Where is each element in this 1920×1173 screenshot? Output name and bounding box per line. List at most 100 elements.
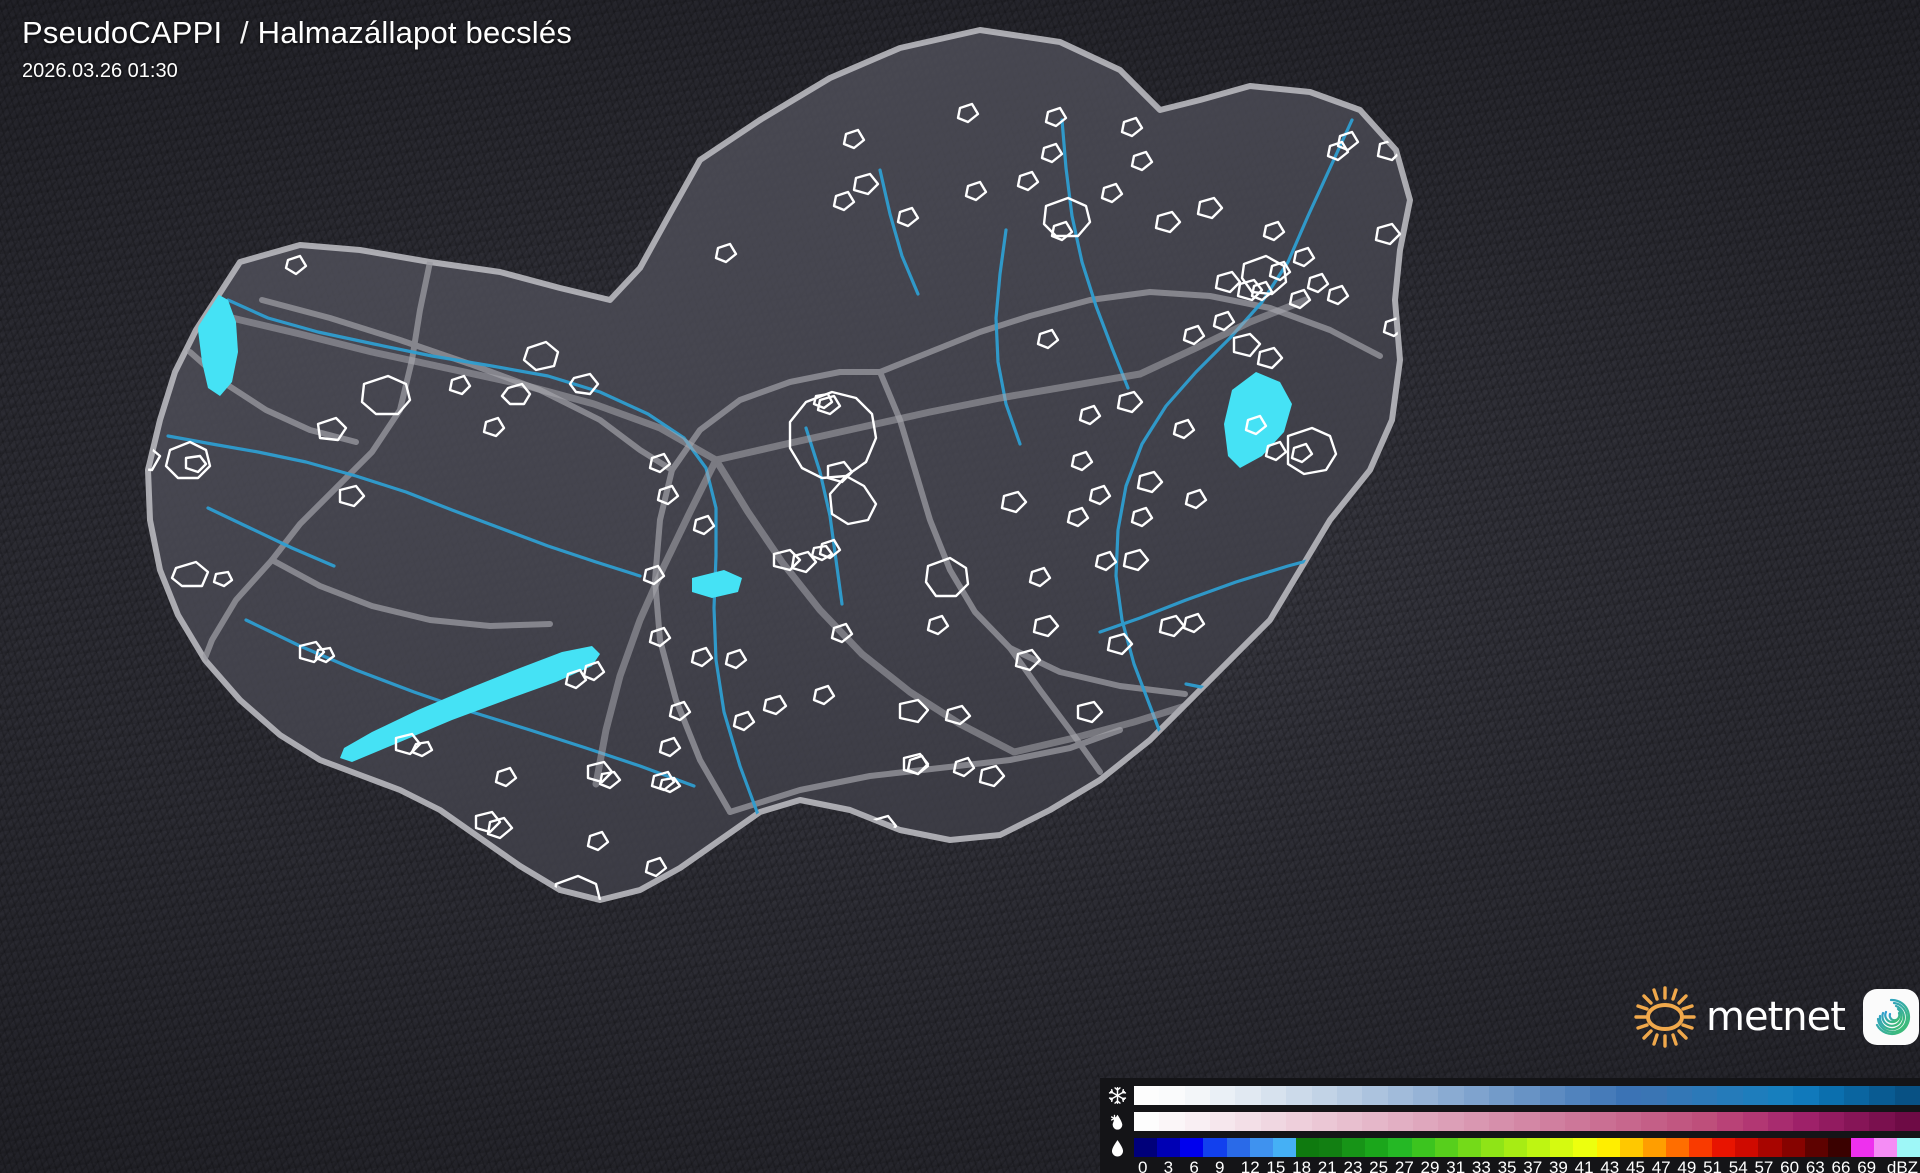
legend-swatch — [1691, 1112, 1718, 1131]
legend-swatch — [1641, 1086, 1667, 1105]
legend-tick: 57 — [1754, 1158, 1774, 1173]
legend-tick: 45 — [1626, 1158, 1645, 1173]
legend-row-sleet — [1100, 1110, 1920, 1133]
legend-swatch — [1336, 1112, 1363, 1131]
legend-rows — [1100, 1084, 1920, 1162]
rain-color-bar — [1134, 1138, 1920, 1157]
dbz-legend: 0 3 6 9 12 15 18 21 23 25 27 29 31 33 35 37 39 41 43 45 47 49… — [1100, 1078, 1920, 1173]
legend-swatch — [1411, 1138, 1435, 1157]
product-name: PseudoCAPPI — [22, 15, 223, 50]
legend-swatch — [1793, 1086, 1819, 1105]
logo-wordmark: metnet — [1706, 994, 1846, 1040]
legend-swatch — [1319, 1138, 1343, 1157]
legend-swatch — [1365, 1138, 1389, 1157]
legend-tick: 33 — [1471, 1158, 1491, 1173]
legend-tick: 54 — [1728, 1158, 1748, 1173]
legend-swatch — [1793, 1112, 1819, 1131]
sun-icon — [1634, 986, 1696, 1048]
product-subtitle: Halmazállapot becslés — [257, 15, 573, 50]
legend-swatch — [1286, 1112, 1312, 1131]
lake-ferto — [198, 292, 238, 396]
legend-swatch — [1758, 1138, 1782, 1157]
legend-swatch — [1712, 1138, 1736, 1157]
legend-tick: 12 — [1240, 1158, 1260, 1173]
legend-swatch — [1742, 1112, 1768, 1131]
legend-swatch — [1874, 1138, 1898, 1157]
spiral-icon — [1875, 998, 1910, 1036]
raindrop-icon — [1100, 1136, 1134, 1159]
legend-swatch — [1666, 1086, 1692, 1105]
snowflake-icon — [1100, 1084, 1134, 1107]
legend-tick: 3 — [1163, 1158, 1174, 1173]
legend-swatch — [1844, 1112, 1870, 1131]
legend-swatch — [1742, 1086, 1768, 1105]
legend-swatch — [1412, 1086, 1439, 1105]
legend-swatch — [1767, 1086, 1794, 1105]
legend-swatch — [1818, 1086, 1845, 1105]
legend-swatch — [1235, 1112, 1261, 1131]
legend-swatch — [1717, 1086, 1743, 1105]
legend-swatch — [1159, 1112, 1185, 1131]
legend-swatch — [1336, 1086, 1363, 1105]
legend-swatch — [1514, 1112, 1540, 1131]
legend-swatch — [1489, 1086, 1515, 1105]
legend-swatch — [1203, 1138, 1227, 1157]
legend-tick: 49 — [1677, 1158, 1697, 1173]
legend-swatch — [1387, 1086, 1413, 1105]
settlement-outlines — [148, 102, 1406, 900]
legend-swatch — [1596, 1138, 1620, 1157]
legend-swatch — [1438, 1112, 1464, 1131]
legend-swatch — [1869, 1112, 1895, 1131]
metnet-app-icon[interactable] — [1862, 989, 1919, 1045]
legend-swatch — [1210, 1112, 1236, 1131]
timestamp: 2026.03.26 01:30 — [22, 60, 178, 82]
legend-swatch — [1691, 1086, 1718, 1105]
legend-swatch — [1463, 1112, 1490, 1131]
legend-swatch — [1897, 1138, 1920, 1157]
legend-tick: 18 — [1292, 1158, 1312, 1173]
legend-swatch — [1260, 1086, 1287, 1105]
legend-swatch — [1480, 1138, 1504, 1157]
legend-swatch — [1869, 1086, 1895, 1105]
legend-swatch — [1286, 1086, 1312, 1105]
legend-tick: 47 — [1651, 1158, 1671, 1173]
title-separator: / — [240, 15, 249, 50]
legend-tick: 31 — [1446, 1158, 1466, 1173]
legend-swatch — [1665, 1138, 1689, 1157]
legend-swatch — [1590, 1112, 1616, 1131]
legend-tick: 29 — [1420, 1158, 1440, 1173]
legend-swatch — [1260, 1112, 1287, 1131]
legend-tick: 27 — [1394, 1158, 1414, 1173]
legend-swatch — [1619, 1138, 1643, 1157]
legend-tick: 23 — [1343, 1158, 1363, 1173]
legend-swatch — [1362, 1086, 1388, 1105]
legend-swatch — [1527, 1138, 1551, 1157]
legend-swatch — [1565, 1086, 1591, 1105]
legend-swatch — [1539, 1112, 1566, 1131]
legend-swatch — [1615, 1112, 1642, 1131]
legend-tick: 69 — [1857, 1158, 1877, 1173]
legend-unit: dBZ — [1886, 1158, 1919, 1173]
legend-swatch — [1457, 1138, 1481, 1157]
page-title: PseudoCAPPI / Halmazállapot becslés — [22, 14, 572, 52]
sleet-color-bar — [1134, 1112, 1920, 1131]
legend-swatch — [1412, 1112, 1439, 1131]
legend-swatch — [1272, 1138, 1296, 1157]
legend-tick: 25 — [1369, 1158, 1389, 1173]
sleet-icon — [1100, 1110, 1134, 1133]
legend-swatch — [1850, 1138, 1874, 1157]
legend-tick: 39 — [1548, 1158, 1568, 1173]
legend-swatch — [1438, 1086, 1464, 1105]
metnet-logo[interactable]: metnet — [1634, 986, 1919, 1048]
legend-tick: 0 — [1138, 1158, 1148, 1173]
legend-swatch — [1827, 1138, 1851, 1157]
legend-swatch — [1894, 1112, 1920, 1131]
header: PseudoCAPPI / Halmazállapot becslés 2026… — [22, 14, 572, 84]
snow-color-bar — [1134, 1086, 1920, 1105]
legend-tick: 9 — [1215, 1158, 1225, 1173]
legend-row-rain — [1100, 1136, 1920, 1159]
legend-swatch — [1573, 1138, 1597, 1157]
legend-swatch — [1767, 1112, 1794, 1131]
legend-swatch — [1311, 1112, 1337, 1131]
